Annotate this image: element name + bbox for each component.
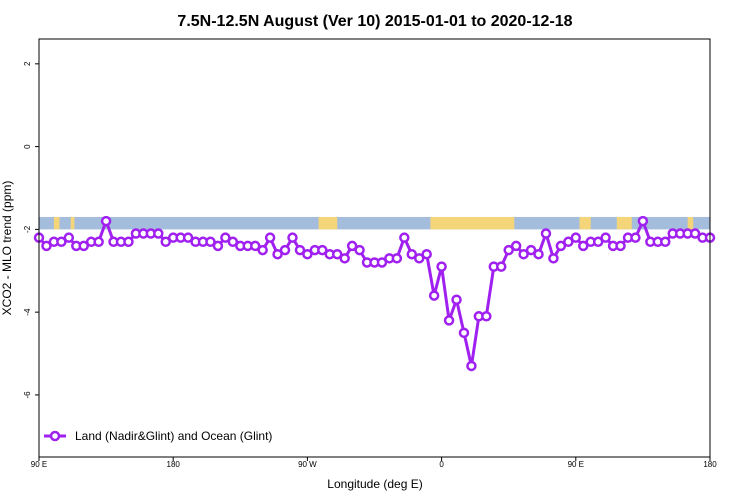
chart-title: 7.5N-12.5N August (Ver 10) 2015-01-01 to… [177,13,572,30]
data-point [123,236,134,248]
data-point [63,232,75,243]
data-point [41,240,52,252]
data-point [294,244,306,256]
x-tick-label: 90 E [31,460,47,469]
y-axis-label: XCO2 - MLO trend (ppm) [0,181,14,316]
data-point [279,244,291,256]
x-tick-label: 180 [167,460,181,469]
data-point [302,248,313,260]
y-tick-label: -2 [23,225,32,233]
data-point [443,315,455,326]
data-point [413,253,425,264]
data-point [205,236,216,248]
data-point [160,236,171,248]
x-ticks: 90 E 180 90 W 0 90 E 180 [31,457,717,469]
data-point [525,244,537,256]
data-point [227,236,239,248]
data-point [660,236,671,248]
data-point [376,257,388,268]
ocean-band [39,216,710,230]
data-point [220,232,231,243]
y-ticks: 2 0 -2 -4 -6 [23,61,39,398]
data-point [182,232,194,243]
data-point [548,253,559,264]
data-point [451,294,462,305]
data-point [563,236,574,248]
data-point [212,240,224,252]
data-point [406,248,418,260]
land-segment [318,216,338,230]
data-point [391,253,403,264]
data-point [354,244,365,256]
data-point [78,240,89,252]
land-ocean-band [39,216,710,230]
data-point [399,232,410,243]
data-point [510,240,522,252]
data-point [421,248,432,260]
data-point [317,244,328,256]
data-point [153,228,164,239]
y-tick-label: -6 [23,391,32,399]
data-point [428,290,440,301]
x-axis-label: Longitude (deg E) [327,477,422,491]
data-point [570,232,582,243]
data-point [533,248,544,260]
land-segment [579,216,591,230]
data-point [578,240,589,252]
data-point [615,240,626,252]
x-tick-label: 90 W [298,460,317,469]
data-point [346,240,358,252]
data-point [339,253,350,264]
legend-marker-swatch [49,430,61,442]
data-point [249,240,261,252]
data-point [264,232,276,243]
series-layer [33,215,716,372]
data-point [257,244,268,256]
legend: Land (Nadir&Glint) and Ocean (Glint) [44,429,272,443]
y-tick-label: -4 [23,308,32,316]
y-tick-label: 2 [23,61,32,66]
data-point [458,327,470,339]
data-point [466,360,477,372]
legend-label: Land (Nadir&Glint) and Ocean (Glint) [75,429,272,443]
data-point [272,248,283,260]
x-tick-label: 0 [439,460,444,469]
data-point [93,236,104,248]
data-point [637,215,649,227]
y-tick-label: 0 [23,144,32,149]
data-point [287,232,298,243]
data-point [100,215,112,227]
data-point [436,261,447,272]
data-point [630,232,641,243]
data-point [56,236,67,248]
land-segment [53,216,60,230]
plot-frame [38,38,711,458]
data-point [689,228,701,239]
x-tick-label: 90 E [568,460,584,469]
data-point [495,261,507,272]
data-point [540,228,552,239]
data-point [518,248,529,260]
data-point [331,248,343,260]
data-point [555,240,567,252]
data-point [503,244,514,256]
data-point [600,232,611,243]
data-point [481,311,492,322]
data-point [592,236,604,248]
x-tick-label: 180 [703,460,717,469]
land-segment [430,216,515,230]
land-segment [687,216,694,230]
land-segment [616,216,632,230]
land-segment [70,216,75,230]
